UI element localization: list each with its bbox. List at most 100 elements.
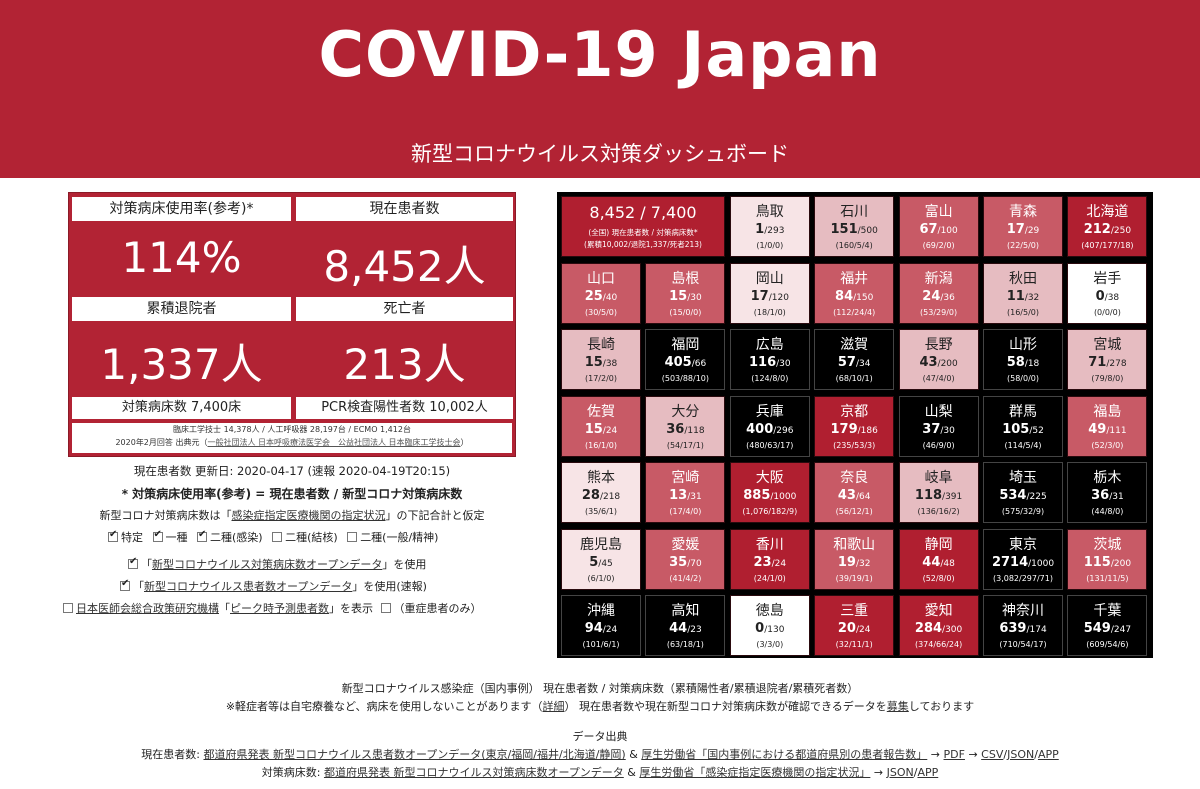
prefecture-tile[interactable]: 群馬 105/52 (114/5/4) xyxy=(983,395,1063,457)
cumulative-detail: (52/3/0) xyxy=(1091,440,1124,450)
prefecture-tile[interactable]: 高知 44/23 (63/18/1) xyxy=(645,595,726,656)
prefecture-counts: 20/24 xyxy=(815,621,893,636)
prefecture-tile[interactable]: 長崎 15/38 (17/2/0) xyxy=(561,329,641,390)
checkbox-patients-opendata[interactable] xyxy=(120,578,130,591)
prefecture-tile[interactable]: 青森 17/29 (22/5/0) xyxy=(983,196,1063,257)
prefecture-name: 鳥取 xyxy=(755,204,784,220)
prefecture-tile[interactable]: 三重 20/24 (32/11/1) xyxy=(814,595,895,656)
checkbox-nishu-kekkaku[interactable] xyxy=(272,532,283,542)
checkbox-severe-only[interactable] xyxy=(380,603,391,613)
prefecture-tile[interactable]: 鹿児島 5/45 (6/1/0) xyxy=(561,528,641,590)
peak-forecast-link[interactable]: ピーク時予測患者数 xyxy=(230,602,329,615)
prefecture-counts: 17/29 xyxy=(984,222,1062,237)
prefecture-tile[interactable]: 静岡 44/48 (52/8/0) xyxy=(898,528,979,590)
checkbox-tokutei[interactable] xyxy=(108,529,118,542)
prefecture-tile[interactable]: 新潟 24/36 (53/29/0) xyxy=(898,262,979,324)
cumulative-detail: (160/5/4) xyxy=(835,241,873,250)
prefecture-tile[interactable]: 鳥取 1/293 (1/0/0) xyxy=(729,196,810,257)
checkbox-nishu-kansen[interactable] xyxy=(197,529,207,542)
source-link[interactable]: 一般社団法人 日本呼吸療法医学会 公益社団法人 日本臨床工学技士会 xyxy=(207,438,461,447)
prefecture-tile[interactable]: 島根 15/30 (15/0/0) xyxy=(645,262,726,324)
prefecture-tile[interactable]: 埼玉 534/225 (575/32/9) xyxy=(983,462,1063,523)
prefecture-tile[interactable]: 栃木 36/31 (44/8/0) xyxy=(1067,462,1148,523)
jmari-link[interactable]: 日本医師会総合政策研究機構 xyxy=(76,602,219,615)
mhlw-beds-link[interactable]: 厚生労働省「感染症指定医療機関の指定状況」 xyxy=(639,766,871,779)
csv-link[interactable]: CSV xyxy=(981,748,1004,761)
prefecture-name: 宮城 xyxy=(1093,337,1122,353)
prefecture-tile[interactable]: 滋賀 57/34 (68/10/1) xyxy=(814,329,895,390)
src1-sep2: / xyxy=(1034,748,1038,761)
source-suffix: ） xyxy=(460,438,469,447)
prefecture-tile[interactable]: 愛媛 35/70 (41/4/2) xyxy=(645,528,726,590)
prefecture-name: 神奈川 xyxy=(1002,603,1044,619)
prefecture-tile[interactable]: 京都 179/186 (235/53/3) xyxy=(814,395,895,457)
designation-link[interactable]: 感染症指定医療機関の指定状況 xyxy=(231,509,386,522)
cumulative-detail: (17/4/0) xyxy=(669,507,702,516)
prefecture-tile[interactable]: 宮崎 13/31 (17/4/0) xyxy=(645,462,726,523)
pref-beds-link[interactable]: 都道府県発表 新型コロナウイルス対策病床数オープンデータ xyxy=(323,766,624,779)
prefecture-tile[interactable]: 神奈川 639/174 (710/54/17) xyxy=(983,595,1063,656)
prefecture-tile[interactable]: 兵庫 400/296 (480/63/17) xyxy=(729,395,810,457)
prefecture-tile[interactable]: 東京 2714/1000 (3,082/297/71) xyxy=(983,528,1063,590)
prefecture-tile[interactable]: 熊本 28/218 (35/6/1) xyxy=(561,462,641,523)
pref-patients-link[interactable]: 都道府県発表 新型コロナウイルス患者数オープンデータ(東京/福岡/福井/北海道/… xyxy=(203,748,626,761)
checkbox-beds-opendata[interactable] xyxy=(128,556,138,569)
recruit-link[interactable]: 募集 xyxy=(886,700,909,713)
check-isshu[interactable]: 一種 xyxy=(152,529,188,544)
prefecture-tile[interactable]: 沖縄 94/24 (101/6/1) xyxy=(561,595,641,656)
prefecture-tile[interactable]: 山梨 37/30 (46/9/0) xyxy=(898,395,979,457)
bed-capacity: /38 xyxy=(1104,292,1120,303)
check-nishu-kansen[interactable]: 二種(感染) xyxy=(197,529,263,544)
json-link[interactable]: JSON xyxy=(1007,748,1035,761)
prefecture-tile[interactable]: 岡山 17/120 (18/1/0) xyxy=(729,262,810,324)
prefecture-tile[interactable]: 大阪 885/1000 (1,076/182/9) xyxy=(729,462,810,523)
beds-opendata-link[interactable]: 新型コロナウイルス対策病床数オープンデータ xyxy=(152,558,383,571)
update-info: 現在患者数 更新日: 2020-04-17 (速報 2020-04-19T20:… xyxy=(133,464,451,478)
prefecture-tile[interactable]: 千葉 549/247 (609/54/6) xyxy=(1067,595,1148,656)
prefecture-tile[interactable]: 山形 58/18 (58/0/0) xyxy=(983,329,1063,390)
cumulative-detail: (609/54/6) xyxy=(1086,640,1129,649)
checkbox-nishu-ippan[interactable] xyxy=(347,532,358,542)
app-link[interactable]: APP xyxy=(1037,748,1059,761)
prefecture-tile[interactable]: 福島 49/111 (52/3/0) xyxy=(1067,395,1148,457)
patients-opendata-link[interactable]: 新型コロナウイルス患者数オープンデータ xyxy=(144,580,353,593)
prefecture-tile[interactable]: 石川 151/500 (160/5/4) xyxy=(814,196,895,257)
prefecture-tile[interactable]: 茨城 115/200 (131/11/5) xyxy=(1067,528,1148,590)
checkbox-isshu[interactable] xyxy=(152,529,163,542)
prefecture-tile[interactable]: 北海道 212/250 (407/177/18) xyxy=(1067,196,1148,257)
prefecture-tile[interactable]: 山口 25/40 (30/5/0) xyxy=(561,262,641,324)
prefecture-tile[interactable]: 和歌山 19/32 (39/19/1) xyxy=(814,528,895,590)
prefecture-counts: 116/30 xyxy=(731,355,809,370)
check-nishu-ippan[interactable]: 二種(一般/精神) xyxy=(347,531,438,544)
prefecture-tile[interactable]: 広島 116/30 (124/8/0) xyxy=(729,329,810,390)
prefecture-tile[interactable]: 大分 36/118 (54/17/1) xyxy=(645,395,726,457)
cumulative-detail: (235/53/3) xyxy=(833,440,876,450)
prefecture-tile[interactable]: 岐阜 118/391 (136/16/2) xyxy=(898,462,979,523)
prefecture-name: 徳島 xyxy=(755,603,784,619)
prefecture-tile[interactable]: 長野 43/200 (47/4/0) xyxy=(898,329,979,390)
beds-app-link[interactable]: APP xyxy=(917,766,939,779)
prefecture-tile[interactable]: 奈良 43/64 (56/12/1) xyxy=(814,462,895,523)
prefecture-tile[interactable]: 佐賀 15/24 (16/1/0) xyxy=(561,395,641,457)
bed-capacity: /23 xyxy=(687,625,702,635)
prefecture-tile[interactable]: 香川 23/24 (24/1/0) xyxy=(729,528,810,590)
details-link[interactable]: 詳細 xyxy=(542,700,565,713)
prefecture-tile[interactable]: 徳島 0/130 (3/3/0) xyxy=(729,595,810,656)
prefecture-tile[interactable]: 富山 67/100 (69/2/0) xyxy=(898,196,979,257)
checkbox-peak-forecast[interactable] xyxy=(63,603,73,613)
prefecture-tile[interactable]: 福岡 405/66 (503/88/10) xyxy=(645,329,726,390)
check-tokutei[interactable]: 特定 xyxy=(108,529,143,544)
prefecture-tile[interactable]: 福井 84/150 (112/24/4) xyxy=(814,262,895,324)
prefecture-tile[interactable]: 愛知 284/300 (374/66/24) xyxy=(898,595,979,656)
mhlw-patients-link[interactable]: 厚生労働省「国内事例における都道府県別の患者報告数」 xyxy=(641,748,928,761)
beds-json-link[interactable]: JSON xyxy=(886,766,914,779)
prefecture-tile[interactable]: 秋田 11/32 (16/5/0) xyxy=(983,262,1063,324)
prefecture-name: 新潟 xyxy=(924,270,953,287)
prefecture-tile[interactable]: 岩手 0/38 (0/0/0) xyxy=(1067,262,1148,324)
prefecture-tile[interactable]: 宮城 71/278 (79/8/0) xyxy=(1067,329,1148,390)
prefecture-name: 山口 xyxy=(587,270,615,287)
pdf-link[interactable]: PDF xyxy=(943,748,965,761)
prefecture-counts: 151/500 xyxy=(815,222,893,237)
check-nishu-kekkaku[interactable]: 二種(結核) xyxy=(272,531,338,544)
national-summary-tile[interactable]: 8,452 / 7,400 (全国) 現在患者数 / 対策病床数* (累積10,… xyxy=(561,196,725,257)
